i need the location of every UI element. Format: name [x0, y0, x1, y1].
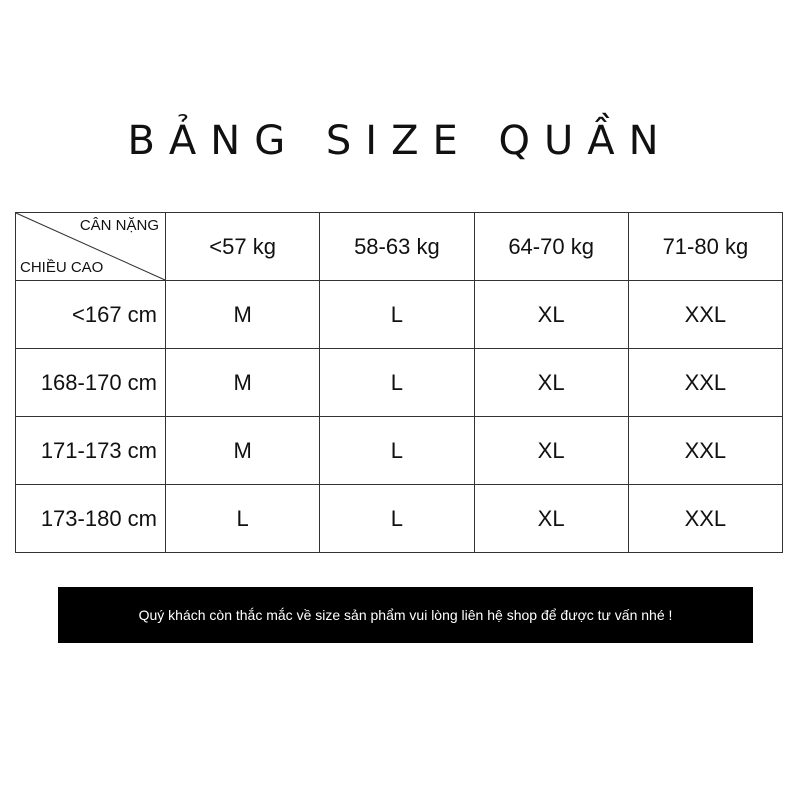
- height-label: CHIỀU CAO: [20, 259, 104, 276]
- size-cell: XL: [473, 348, 629, 417]
- banner-text: Quý khách còn thắc mắc về size sản phẩm …: [138, 607, 673, 623]
- size-cell: L: [319, 348, 475, 417]
- weight-label: CÂN NẶNG: [79, 217, 159, 234]
- size-cell: XXL: [627, 348, 784, 417]
- column-header: 58-63 kg: [319, 212, 475, 281]
- table-row: 173-180 cm L L XL XXL: [15, 484, 784, 553]
- size-cell: L: [319, 280, 475, 349]
- table-row: 168-170 cm M L XL XXL: [15, 348, 784, 417]
- size-cell: XXL: [627, 280, 784, 349]
- corner-cell: CÂN NẶNG CHIỀU CAO: [15, 212, 166, 281]
- row-header: 168-170 cm: [15, 348, 166, 417]
- size-cell: XL: [473, 416, 629, 485]
- column-header: 64-70 kg: [473, 212, 629, 281]
- row-header: 171-173 cm: [15, 416, 166, 485]
- size-cell: M: [164, 416, 321, 485]
- size-table: CÂN NẶNG CHIỀU CAO <57 kg 58-63 kg 64-70…: [15, 212, 784, 553]
- contact-banner: Quý khách còn thắc mắc về size sản phẩm …: [58, 587, 753, 643]
- table-row: 171-173 cm M L XL XXL: [15, 416, 784, 485]
- table-row: <167 cm M L XL XXL: [15, 280, 784, 349]
- diagonal-divider: [16, 213, 165, 280]
- size-cell: XL: [473, 484, 629, 553]
- size-cell: XXL: [627, 484, 784, 553]
- size-cell: L: [319, 484, 475, 553]
- table-header-row: CÂN NẶNG CHIỀU CAO <57 kg 58-63 kg 64-70…: [15, 212, 784, 281]
- row-header: <167 cm: [15, 280, 166, 349]
- row-header: 173-180 cm: [15, 484, 166, 553]
- column-header: <57 kg: [164, 212, 321, 281]
- size-cell: M: [164, 348, 321, 417]
- size-cell: M: [164, 280, 321, 349]
- column-header: 71-80 kg: [627, 212, 784, 281]
- size-cell: L: [319, 416, 475, 485]
- size-cell: XL: [473, 280, 629, 349]
- size-cell: L: [164, 484, 321, 553]
- size-cell: XXL: [627, 416, 784, 485]
- page-title: BẢNG SIZE QUẦN: [127, 118, 673, 164]
